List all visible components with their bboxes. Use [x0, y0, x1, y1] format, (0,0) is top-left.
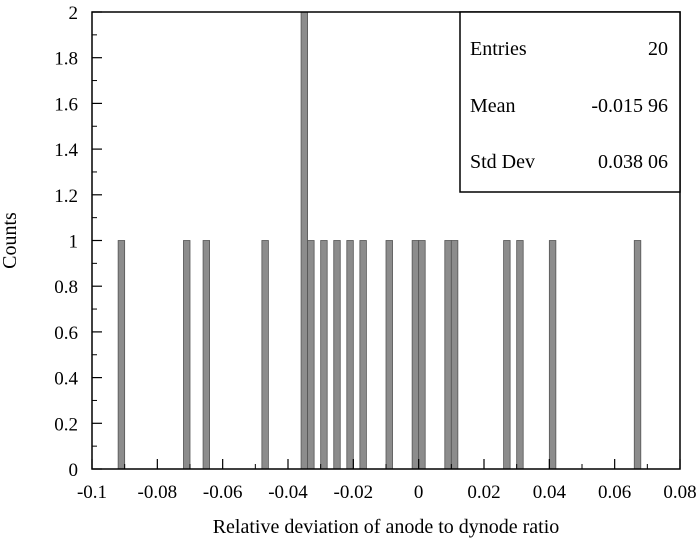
x-tick-label: -0.06 — [203, 482, 243, 503]
stats-label: Mean — [470, 95, 516, 117]
y-tick-label: 0.4 — [54, 369, 78, 390]
histogram-bar-14 — [450, 240, 459, 470]
histogram-bar-8 — [346, 240, 354, 470]
y-tick-label: 1 — [69, 232, 79, 253]
x-tick-label: 0.04 — [533, 482, 567, 503]
histogram-bar-7 — [333, 240, 341, 470]
y-tick-label: 1.4 — [54, 140, 78, 161]
histogram-bars — [117, 11, 642, 470]
y-axis-title: Counts — [0, 212, 21, 269]
histogram-bar-12 — [418, 240, 426, 470]
x-axis-ticks: -0.1 -0.08 -0.06 -0.04 -0.02 0 0.02 0.04 0.06 0.0… — [77, 459, 697, 503]
stats-box-frame — [459, 11, 681, 193]
x-axis-title: Relative deviation of anode to dynode ra… — [213, 516, 560, 538]
histogram-bar-11 — [411, 240, 420, 470]
x-tick-label: 0.08 — [663, 482, 696, 503]
histogram-bar-5 — [307, 240, 315, 470]
x-tick-label: -0.08 — [138, 482, 178, 503]
histogram-bar-1 — [183, 240, 191, 470]
y-tick-label: 0.6 — [54, 323, 78, 344]
x-tick-label: -0.02 — [334, 482, 374, 503]
stats-box: Entries 20 Mean -0.015 96 Std Dev 0.038 06 — [459, 11, 681, 193]
histogram-bar-4 — [300, 11, 309, 470]
y-tick-label: 2 — [69, 3, 79, 24]
y-tick-label: 0 — [69, 460, 79, 481]
histogram-bar-0 — [117, 240, 126, 470]
y-axis-ticks: 0 0.2 0.4 0.6 0.8 1 1.2 1.4 1.6 1.8 2 — [54, 3, 102, 481]
histogram-bar-3 — [261, 240, 269, 470]
x-tick-label: 0 — [414, 482, 424, 503]
stats-label: Entries — [470, 38, 527, 60]
stats-label: Std Dev — [470, 151, 535, 173]
y-tick-label: 1.6 — [54, 94, 78, 115]
x-tick-label: -0.04 — [268, 482, 308, 503]
stats-value: 0.038 06 — [598, 151, 668, 173]
stats-value: -0.015 96 — [591, 95, 668, 117]
y-tick-label: 1.8 — [54, 49, 78, 70]
histogram-bar-6 — [320, 240, 328, 470]
x-tick-label: -0.1 — [77, 482, 107, 503]
y-tick-label: 0.2 — [54, 414, 78, 435]
histogram-bar-16 — [516, 240, 524, 470]
histogram-bar-10 — [385, 240, 393, 470]
x-tick-label: 0.06 — [598, 482, 631, 503]
histogram-bar-18 — [633, 240, 642, 470]
histogram-bar-9 — [359, 240, 367, 470]
y-tick-label: 1.2 — [54, 186, 78, 207]
histogram-bar-2 — [202, 240, 210, 470]
histogram-bar-13 — [444, 240, 452, 470]
histogram-bar-17 — [548, 240, 557, 470]
histogram-bar-15 — [503, 240, 511, 470]
y-tick-label: 0.8 — [54, 277, 78, 298]
x-tick-label: 0.02 — [467, 482, 500, 503]
stats-value: 20 — [648, 38, 668, 60]
